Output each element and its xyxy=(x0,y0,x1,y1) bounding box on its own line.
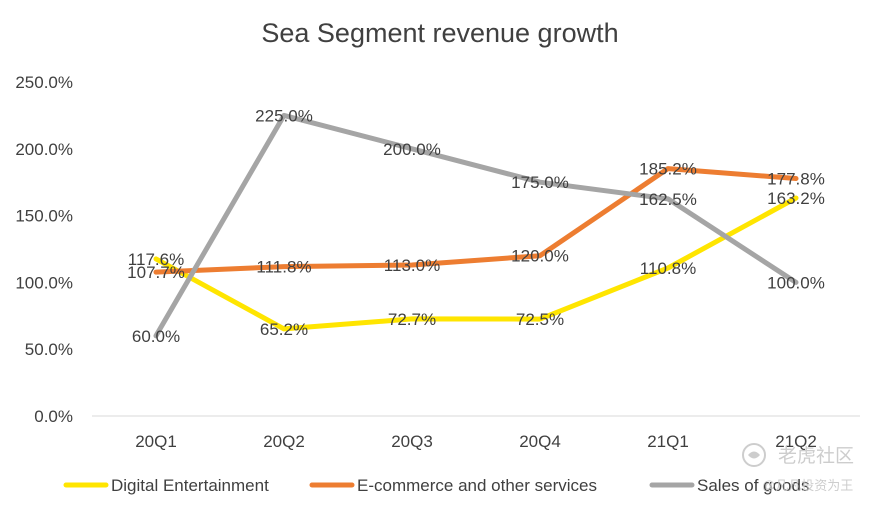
series-lines xyxy=(153,112,799,339)
data-label: 72.7% xyxy=(388,310,436,329)
data-label: 163.2% xyxy=(767,189,825,208)
data-labels: 117.6% 65.2% 72.7% 72.5% 110.8% 163.2% 107.7% 1… xyxy=(127,106,825,345)
y-tick-label: 50.0% xyxy=(25,340,73,359)
y-axis: 0.0% 50.0% 100.0% 150.0% 200.0% 250.0% xyxy=(15,73,73,426)
chart-title: Sea Segment revenue growth xyxy=(261,18,618,48)
x-tick-label: 21Q1 xyxy=(647,432,689,451)
data-label: 117.6% xyxy=(128,250,184,269)
x-tick-label: 20Q4 xyxy=(519,432,561,451)
data-label: 162.5% xyxy=(639,190,697,209)
legend-label: Sales of goods xyxy=(697,476,809,495)
watermark: 老虎社区 @凡凡投资为王 xyxy=(742,443,854,493)
data-label: 111.8% xyxy=(256,258,311,277)
watermark-sub-text: @凡凡投资为王 xyxy=(762,478,853,493)
x-tick-label: 20Q1 xyxy=(135,432,177,451)
data-label: 175.0% xyxy=(511,173,569,192)
data-label: 60.0% xyxy=(132,327,180,346)
data-label: 110.8% xyxy=(640,259,696,278)
y-tick-label: 100.0% xyxy=(15,273,73,292)
x-tick-label: 21Q2 xyxy=(775,432,817,451)
tiger-logo-icon xyxy=(742,443,766,467)
data-label: 72.5% xyxy=(516,310,564,329)
series-line-2 xyxy=(153,112,799,339)
y-tick-label: 0.0% xyxy=(34,407,73,426)
y-tick-label: 200.0% xyxy=(15,140,73,159)
data-label: 225.0% xyxy=(255,106,313,125)
data-label: 100.0% xyxy=(767,273,825,292)
legend: Digital Entertainment E-commerce and othe… xyxy=(63,476,809,495)
legend-label: Digital Entertainment xyxy=(111,476,269,495)
data-label: 113.0% xyxy=(384,256,440,275)
series-line-0 xyxy=(153,195,799,332)
x-tick-label: 20Q3 xyxy=(391,432,433,451)
data-label: 185.2% xyxy=(639,160,697,179)
data-label: 200.0% xyxy=(383,140,441,159)
data-label: 177.8% xyxy=(767,169,825,188)
y-tick-label: 150.0% xyxy=(15,207,73,226)
y-tick-label: 250.0% xyxy=(15,73,73,92)
watermark-logo-text: 老虎社区 xyxy=(778,445,854,467)
data-label: 65.2% xyxy=(260,320,308,339)
data-label: 120.0% xyxy=(511,247,569,266)
x-tick-label: 20Q2 xyxy=(263,432,305,451)
series-line-1 xyxy=(153,166,799,275)
data-label: 107.7% xyxy=(127,263,185,282)
x-axis: 20Q1 20Q2 20Q3 20Q4 21Q1 21Q2 xyxy=(135,432,817,451)
legend-label: E-commerce and other services xyxy=(357,476,597,495)
